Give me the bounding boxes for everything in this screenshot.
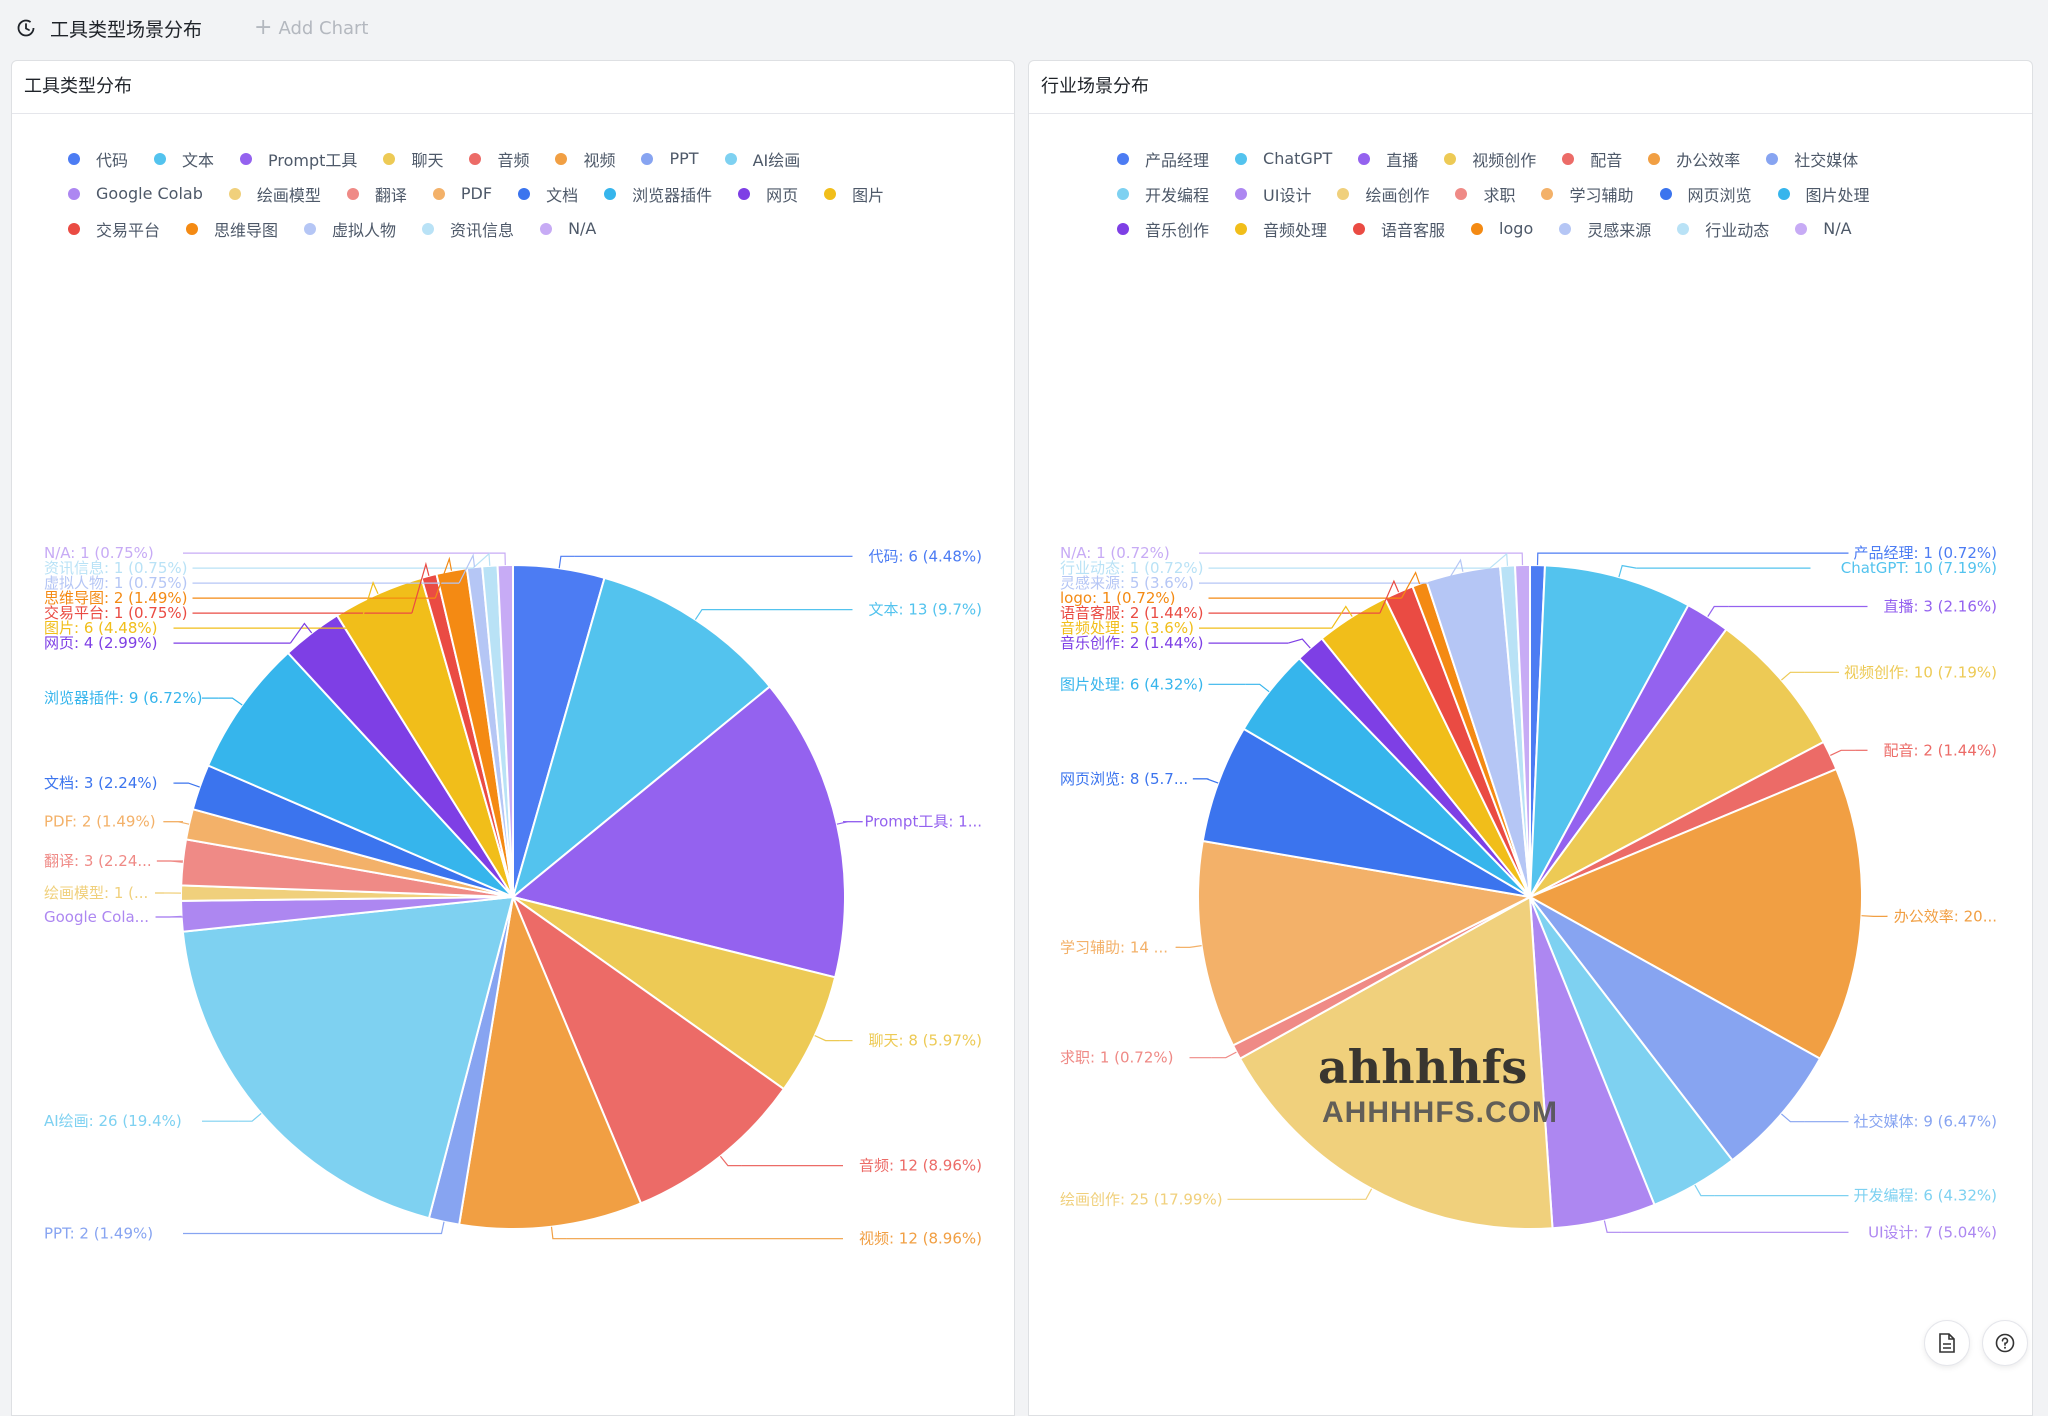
slice-label: Google Cola... [44,908,149,926]
slice-label: 视频创作: 10 (7.19%) [1844,663,1997,681]
slice-label: 图片处理: 6 (4.32%) [1060,675,1204,693]
slice-label: 学习辅助: 14 ... [1060,938,1168,956]
slice-label: AI绘画: 26 (19.4%) [44,1112,182,1130]
label-leader-line [1212,1052,1237,1058]
slice-label: Prompt工具: 1... [865,813,982,831]
label-leader-line [174,783,199,787]
slice-label: 求职: 1 (0.72%) [1060,1049,1174,1067]
slice-label: 浏览器插件: 9 (6.72%) [44,689,203,707]
slice-label: 翻译: 3 (2.24... [44,852,152,870]
document-button[interactable] [1924,1320,1970,1366]
label-leader-line [1619,566,1636,578]
label-leader-line [1708,607,1728,617]
slice-label: 直播: 3 (2.16%) [1884,597,1998,615]
label-leader-line [218,698,242,705]
label-leader-line [1830,750,1855,755]
label-leader-line [1781,1114,1804,1122]
label-leader-line [1193,779,1218,783]
slice-label: 配音: 2 (1.44%) [1884,741,1998,759]
label-leader-line [1695,1185,1715,1196]
watermark-logo: ahhhhfs [1318,1040,1527,1094]
slice-label: PPT: 2 (1.49%) [44,1224,153,1242]
slice-label: ChatGPT: 10 (7.19%) [1841,559,1997,577]
label-leader-line [559,556,575,568]
slice-label: 社交媒体: 9 (6.47%) [1854,1113,1998,1131]
slice-label: UI设计: 7 (5.04%) [1868,1223,1997,1241]
slice-label: 文档: 3 (2.24%) [44,774,158,792]
label-leader-line [1352,1189,1372,1200]
slice-label: 音乐创作: 2 (1.44%) [1060,634,1204,652]
label-leader-line [695,610,716,620]
slice-label: 音频: 12 (8.96%) [859,1157,982,1175]
label-leader-line [1604,1221,1621,1233]
slice-label: PDF: 2 (1.49%) [44,813,156,831]
label-leader-line [815,1036,840,1041]
label-leader-line [1862,916,1888,917]
slice-label: 绘画模型: 1 (... [44,884,148,902]
label-leader-line [238,1113,261,1121]
document-icon [1938,1333,1956,1353]
help-icon [1995,1333,2015,1353]
label-leader-line [1538,553,1571,565]
label-leader-line [1288,639,1310,648]
slice-label: 聊天: 8 (5.97%) [869,1032,983,1050]
label-leader-line [720,1156,742,1165]
slice-label: 视频: 12 (8.96%) [859,1230,982,1248]
label-leader-line [1781,672,1804,680]
slice-label: 网页: 4 (2.99%) [44,634,158,652]
help-button[interactable] [1982,1320,2028,1366]
label-leader-line [1246,684,1269,691]
label-leader-line [428,1222,445,1234]
slice-label: 网页浏览: 8 (5.7... [1060,770,1188,788]
slice-label: 开发编程: 6 (4.32%) [1854,1187,1998,1205]
slice-label: 代码: 6 (4.48%) [869,547,983,565]
slice-label: 绘画创作: 25 (17.99%) [1060,1190,1223,1208]
slice-label: 文本: 13 (9.7%) [869,601,983,619]
label-leader-line [552,1227,567,1239]
slice-label: 办公效率: 20... [1894,907,1997,925]
watermark-site: AHHHHFS.COM [1322,1096,1558,1130]
